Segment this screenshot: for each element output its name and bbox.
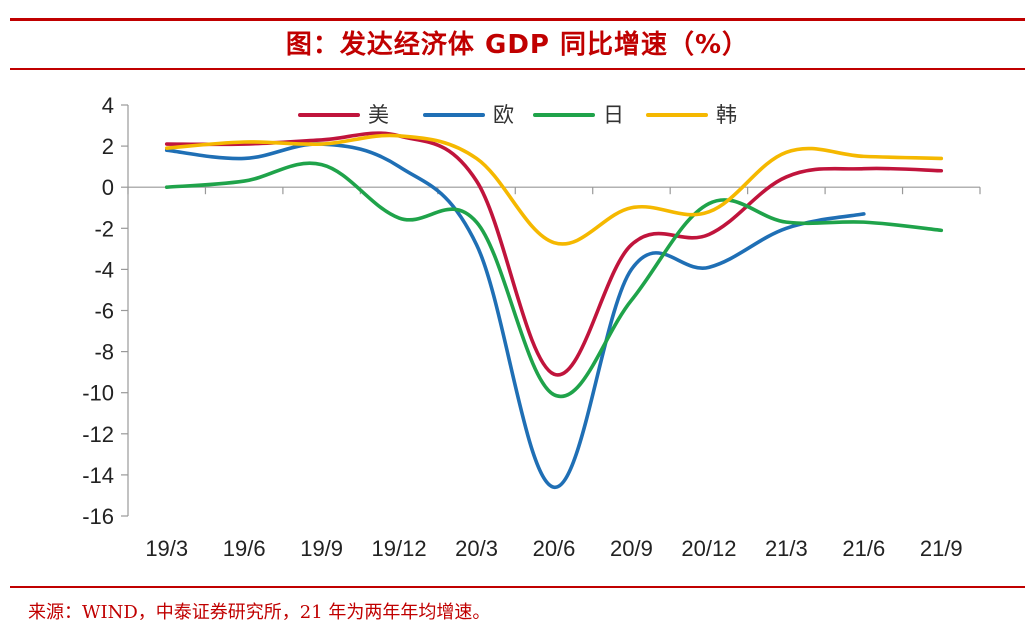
y-tick-label: -6 <box>94 299 114 324</box>
y-tick-label: -4 <box>94 257 114 282</box>
x-tick-label: 19/12 <box>372 536 427 561</box>
x-tick-label: 21/9 <box>920 536 963 561</box>
x-tick-label: 20/6 <box>533 536 576 561</box>
y-tick-label: -12 <box>82 422 114 447</box>
y-tick-label: -14 <box>82 463 114 488</box>
y-tick-label: -10 <box>82 381 114 406</box>
axes: 4 2 0 -2 -4 -6 -8 -10 -12 -14 -16 19/3 19/6 19/9 19/12… <box>82 93 981 561</box>
legend-label: 美 <box>368 103 389 127</box>
series-lines <box>164 131 944 490</box>
y-tick-label: -8 <box>94 340 114 365</box>
x-tick-label: 21/6 <box>842 536 885 561</box>
legend-label: 韩 <box>716 103 737 127</box>
top-rule <box>10 18 1025 21</box>
title-rule <box>10 68 1025 70</box>
chart-title: 图：发达经济体 GDP 同比增速（%） <box>285 30 750 60</box>
x-tick-label: 19/3 <box>145 536 188 561</box>
series-line-韩 <box>164 133 944 246</box>
legend-label: 日 <box>603 103 624 127</box>
legend-label: 欧 <box>493 103 514 127</box>
bottom-rule <box>10 586 1025 588</box>
x-tick-label: 20/9 <box>610 536 653 561</box>
x-tick-label: 19/9 <box>300 536 343 561</box>
legend: 美欧日韩 <box>298 103 737 127</box>
source-note: 来源：WIND，中泰证券研究所，21 年为两年年均增速。 <box>28 602 491 623</box>
series-line-美 <box>164 131 944 377</box>
y-tick-label: 0 <box>102 175 114 200</box>
y-tick-label: -2 <box>94 216 114 241</box>
y-tick-label: 2 <box>102 134 114 159</box>
x-tick-label: 21/3 <box>765 536 808 561</box>
y-tick-label: -16 <box>82 504 114 529</box>
x-tick-label: 20/3 <box>455 536 498 561</box>
x-tick-label: 19/6 <box>223 536 266 561</box>
series-line-日 <box>164 161 944 399</box>
y-tick-label: 4 <box>102 93 114 118</box>
x-tick-label: 20/12 <box>681 536 736 561</box>
